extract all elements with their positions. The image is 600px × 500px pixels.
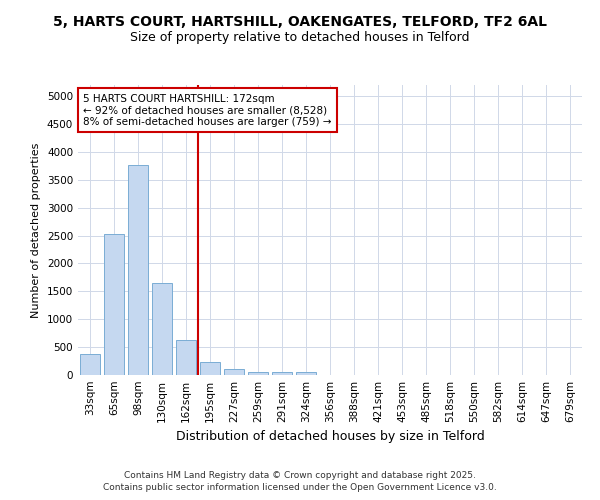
Bar	[200, 362, 220, 375]
Text: Contains public sector information licensed under the Open Government Licence v3: Contains public sector information licen…	[103, 483, 497, 492]
Y-axis label: Number of detached properties: Number of detached properties	[31, 142, 41, 318]
Text: 5, HARTS COURT, HARTSHILL, OAKENGATES, TELFORD, TF2 6AL: 5, HARTS COURT, HARTSHILL, OAKENGATES, T…	[53, 16, 547, 30]
Bar	[248, 372, 268, 375]
Text: Size of property relative to detached houses in Telford: Size of property relative to detached ho…	[130, 31, 470, 44]
Bar	[80, 354, 100, 375]
Text: Contains HM Land Registry data © Crown copyright and database right 2025.: Contains HM Land Registry data © Crown c…	[124, 472, 476, 480]
X-axis label: Distribution of detached houses by size in Telford: Distribution of detached houses by size …	[176, 430, 484, 444]
Bar	[296, 372, 316, 375]
Bar	[128, 166, 148, 375]
Bar	[152, 283, 172, 375]
Bar	[224, 369, 244, 375]
Bar	[176, 340, 196, 375]
Bar	[272, 372, 292, 375]
Text: 5 HARTS COURT HARTSHILL: 172sqm
← 92% of detached houses are smaller (8,528)
8% : 5 HARTS COURT HARTSHILL: 172sqm ← 92% of…	[83, 94, 332, 127]
Bar	[104, 234, 124, 375]
